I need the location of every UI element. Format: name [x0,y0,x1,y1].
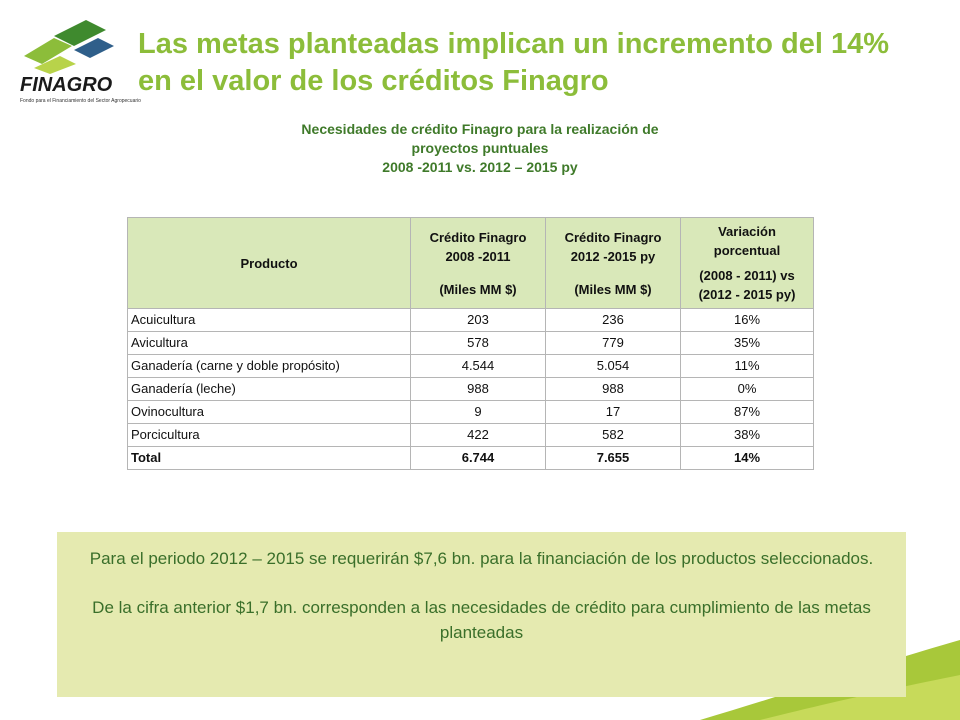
header-credito-2008: Crédito Finagro 2008 -2011 (Miles MM $) [410,217,546,309]
logo-leaves-icon [24,20,114,74]
header-credito-2012-a: Crédito Finagro [564,229,662,245]
cell-total-2012: 7.655 [545,446,681,470]
cell-credito-2008: 988 [410,377,546,401]
cell-total-label: Total [127,446,411,470]
cell-producto: Ganadería (carne y doble propósito) [127,354,411,378]
cell-credito-2012: 582 [545,423,681,447]
header-variacion-d: (2012 - 2015 py) [698,287,796,302]
header-credito-2008-a: Crédito Finagro [429,229,527,245]
cell-producto: Porcicultura [127,423,411,447]
cell-variacion: 0% [680,377,814,401]
header-variacion-b: porcentual [713,243,781,258]
cell-producto: Acuicultura [127,308,411,332]
header-variacion-a: Variación [718,224,776,239]
cell-producto: Ganadería (leche) [127,377,411,401]
finagro-logo: FINAGRO Fondo para el Financiamiento del… [14,16,141,106]
table-header-row: Producto Crédito Finagro 2008 -2011 (Mil… [127,217,814,309]
table-row: Ganadería (leche) 988 988 0% [127,377,814,401]
header-credito-2012: Crédito Finagro 2012 -2015 py (Miles MM … [545,217,681,309]
cell-total-variacion: 14% [680,446,814,470]
table-row: Porcicultura 422 582 38% [127,423,814,447]
cell-variacion: 87% [680,400,814,424]
header-variacion: Variación porcentual (2008 - 2011) vs (2… [680,217,814,309]
logo-wordmark: FINAGRO [20,74,113,96]
table-row: Acuicultura 203 236 16% [127,308,814,332]
page-title: Las metas planteadas implican un increme… [138,26,938,100]
note-paragraph-1: Para el periodo 2012 – 2015 se requerirá… [89,549,874,568]
header-variacion-c: (2008 - 2011) vs [699,268,795,283]
cell-credito-2008: 203 [410,308,546,332]
header-credito-2008-b: 2008 -2011 [445,248,511,264]
table-row: Ovinocultura 9 17 87% [127,400,814,424]
cell-variacion: 11% [680,354,814,378]
cell-credito-2008: 4.544 [410,354,546,378]
caption-line-3: 2008 -2011 vs. 2012 – 2015 py [382,159,578,175]
header-credito-2012-b: 2012 -2015 py [570,248,656,264]
cell-credito-2012: 236 [545,308,681,332]
cell-credito-2008: 422 [410,423,546,447]
table-row: Ganadería (carne y doble propósito) 4.54… [127,354,814,378]
logo-tagline: Fondo para el Financiamiento del Sector … [20,98,141,104]
table-caption: Necesidades de crédito Finagro para la r… [180,120,780,177]
caption-line-1: Necesidades de crédito Finagro para la r… [301,121,659,137]
credit-table: Producto Crédito Finagro 2008 -2011 (Mil… [127,217,814,470]
note-paragraph-2: De la cifra anterior $1,7 bn. correspond… [92,598,871,642]
cell-credito-2012: 779 [545,331,681,355]
header-credito-2008-c: (Miles MM $) [439,281,517,297]
cell-credito-2012: 17 [545,400,681,424]
cell-credito-2008: 9 [410,400,546,424]
title-line-2: en el valor de los créditos Finagro [138,65,609,97]
cell-variacion: 16% [680,308,814,332]
cell-credito-2008: 578 [410,331,546,355]
header-producto: Producto [127,217,411,309]
table-row: Avicultura 578 779 35% [127,331,814,355]
table-total-row: Total 6.744 7.655 14% [127,446,814,470]
cell-producto: Avicultura [127,331,411,355]
cell-credito-2012: 988 [545,377,681,401]
cell-total-2008: 6.744 [410,446,546,470]
cell-variacion: 38% [680,423,814,447]
cell-credito-2012: 5.054 [545,354,681,378]
cell-variacion: 35% [680,331,814,355]
title-line-1: Las metas planteadas implican un increme… [138,28,890,60]
summary-note: Para el periodo 2012 – 2015 se requerirá… [57,532,906,697]
cell-producto: Ovinocultura [127,400,411,424]
header-credito-2012-c: (Miles MM $) [574,281,652,297]
caption-line-2: proyectos puntuales [411,140,549,156]
